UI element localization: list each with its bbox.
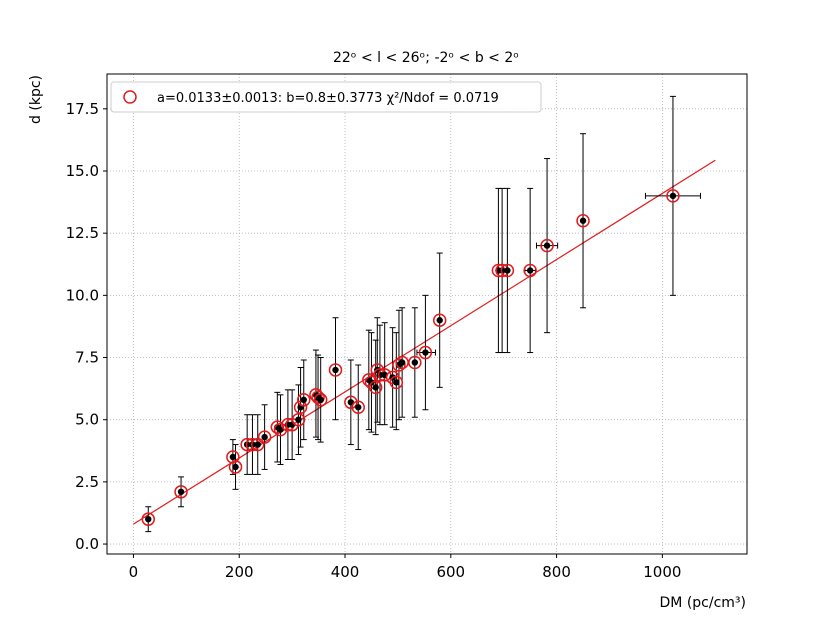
- data-point-ring: [666, 189, 680, 203]
- data-point-ring: [351, 400, 365, 415]
- grid: [107, 74, 747, 554]
- data-point: [543, 242, 551, 249]
- data-point-ring: [408, 355, 422, 370]
- x-axis-label: DM (pc/cm³): [660, 595, 746, 611]
- y-tick-label: 17.5: [66, 100, 99, 118]
- y-axis-label: d (kpc): [28, 75, 44, 124]
- data-point: [145, 515, 152, 523]
- x-tick-label: 400: [331, 563, 360, 581]
- data-point-ring: [141, 512, 156, 526]
- data-point: [332, 366, 339, 374]
- data-point-ring: [257, 430, 272, 444]
- data-point: [526, 267, 534, 274]
- data-point: [579, 217, 587, 224]
- ticks-layer: 0 200 400 600 800 1000 0.0 2.5 5.0 7.5 10.0 12.5 15.…: [66, 100, 682, 581]
- y-tick-label: 10.0: [66, 286, 99, 304]
- data-point-ring: [576, 213, 590, 228]
- chart-title: 22ᵒ < l < 26ᵒ; -2ᵒ < b < 2ᵒ: [333, 50, 519, 66]
- data-point-ring: [392, 358, 406, 372]
- data-point-ring: [313, 393, 328, 407]
- data-point-ring: [309, 388, 323, 402]
- legend-label: a=0.0133±0.0013: b=0.8±0.3773 χ²/Ndof = …: [157, 91, 499, 106]
- legend-marker: [123, 90, 137, 104]
- data-point-ring: [174, 485, 188, 499]
- data-point-ring: [250, 437, 265, 452]
- data-point-ring: [432, 313, 447, 327]
- data-point: [393, 379, 400, 386]
- x-tick-label: 600: [436, 563, 465, 581]
- data-point: [295, 416, 302, 423]
- data-point: [232, 463, 239, 471]
- data-point-ring: [297, 393, 311, 407]
- plot-frame: [106, 73, 748, 555]
- legend: a=0.0133±0.0013: b=0.8±0.3773 χ²/Ndof = …: [110, 81, 542, 113]
- y-tick-label: 2.5: [75, 473, 99, 491]
- x-tick-label: 200: [225, 563, 254, 581]
- data-point-ring: [418, 345, 433, 360]
- y-tick-label: 7.5: [75, 349, 99, 367]
- data-point: [177, 488, 185, 496]
- y-tick-label: 15.0: [66, 162, 99, 180]
- data-point: [398, 359, 406, 366]
- x-tick-label: 0: [129, 563, 139, 581]
- data-point: [669, 192, 677, 200]
- data-point-ring: [273, 422, 288, 437]
- data-point: [355, 404, 362, 411]
- data-point: [436, 317, 443, 324]
- data-point-ring: [328, 363, 343, 377]
- data-point-ring: [228, 460, 243, 474]
- data-point-ring: [226, 450, 240, 464]
- markers-layer: [141, 189, 680, 526]
- data-point-ring: [311, 390, 325, 405]
- data-point: [229, 453, 237, 461]
- data-point: [254, 441, 261, 448]
- data-point: [422, 349, 429, 356]
- y-tick-label: 0.0: [75, 535, 99, 553]
- data-point-ring: [291, 412, 306, 427]
- data-point: [300, 396, 307, 404]
- y-tick-label: 12.5: [66, 224, 99, 242]
- data-point: [504, 267, 511, 274]
- legend-box: [110, 81, 542, 113]
- x-tick-label: 800: [542, 563, 571, 581]
- data-point-ring: [540, 238, 554, 253]
- data-point-ring: [270, 420, 285, 434]
- data-point-ring: [500, 263, 515, 278]
- data-point-ring: [389, 375, 404, 390]
- data-point-ring: [362, 373, 376, 387]
- data-point: [372, 384, 379, 391]
- data-point: [317, 396, 324, 404]
- data-point-ring: [344, 395, 358, 410]
- data-point: [411, 359, 419, 366]
- data-point-ring: [368, 380, 383, 395]
- data-point-ring: [293, 400, 308, 415]
- data-point-ring: [523, 263, 537, 278]
- y-tick-label: 5.0: [75, 411, 99, 429]
- data-point: [261, 433, 268, 441]
- x-tick-label: 1000: [643, 563, 681, 581]
